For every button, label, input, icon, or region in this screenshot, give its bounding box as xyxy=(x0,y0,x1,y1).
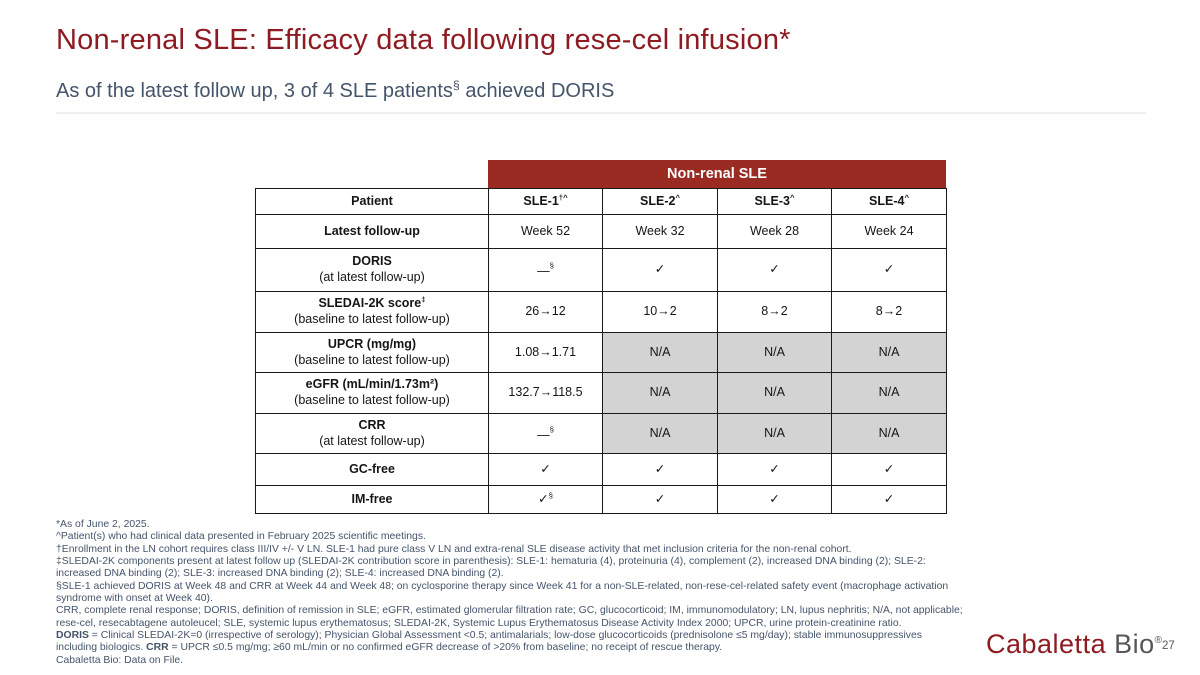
footnote-line: Cabaletta Bio: Data on File. xyxy=(56,654,184,666)
slide-subtitle: As of the latest follow up, 3 of 4 SLE p… xyxy=(56,78,615,102)
table-cell-na: N/A xyxy=(602,332,718,373)
row-label: UPCR (mg/mg) (baseline to latest follow-u… xyxy=(255,332,489,373)
patient-column-header-sle-2: SLE-2^ xyxy=(602,188,718,215)
logo-bio-text: Bio xyxy=(1106,629,1155,659)
row-label: CRR (at latest follow-up) xyxy=(255,413,489,454)
table-cell-text: Week 24 xyxy=(831,214,947,249)
table-cell-check: ✓ xyxy=(717,453,832,486)
table-cell-check: ✓ xyxy=(717,485,832,514)
footnote-line: ‡SLEDAI-2K components present at latest … xyxy=(56,556,926,580)
table-cell-check: ✓ xyxy=(717,248,832,292)
footnotes: *As of June 2, 2025. ^Patient(s) who had … xyxy=(56,519,964,667)
page-number: 27 xyxy=(1162,640,1175,652)
table-row: IM-free ✓§ ✓ ✓ ✓ xyxy=(255,485,947,514)
table-cell-text: 1.08→1.71 xyxy=(488,332,603,373)
table-cell-text: 8→2 xyxy=(831,291,947,333)
row-label: eGFR (mL/min/1.73m²) (baseline to latest … xyxy=(255,372,489,414)
footnote-line: CRR, complete renal response; DORIS, def… xyxy=(56,605,963,629)
row-label: GC-free xyxy=(255,453,489,486)
row-label: DORIS (at latest follow-up) xyxy=(255,248,489,292)
row-label: Latest follow-up xyxy=(255,214,489,249)
table-cell-na: N/A xyxy=(602,372,718,414)
table-band-non-renal-sle: Non-renal SLE xyxy=(488,160,946,188)
footnote-line: †Enrollment in the LN cohort requires cl… xyxy=(56,543,852,555)
table-row: Latest follow-up Week 52 Week 32 Week 28 Wee… xyxy=(255,214,947,249)
logo-cabaletta-text: Cabaletta xyxy=(986,629,1107,659)
patient-header-cell: Patient xyxy=(255,188,489,215)
table-cell-na: N/A xyxy=(602,413,718,454)
divider-line xyxy=(56,112,1146,114)
row-label: SLEDAI-2K score‡ (baseline to latest foll… xyxy=(255,291,489,333)
table-cell-na: N/A xyxy=(717,413,832,454)
table-cell-check: ✓ xyxy=(602,248,718,292)
patient-column-header-sle-3: SLE-3^ xyxy=(717,188,832,215)
table-cell-check: ✓ xyxy=(831,248,947,292)
table-header-row: Patient SLE-1†^ SLE-2^ SLE-3^ SLE-4^ xyxy=(255,188,947,215)
table-cell-check: ✓ xyxy=(602,485,718,514)
table-cell-check: ✓§ xyxy=(488,485,603,514)
table-row: DORIS (at latest follow-up) —§ ✓ ✓ ✓ xyxy=(255,248,947,292)
efficacy-table: Patient SLE-1†^ SLE-2^ SLE-3^ SLE-4^ Latest f… xyxy=(255,188,947,514)
table-row: eGFR (mL/min/1.73m²) (baseline to latest … xyxy=(255,372,947,414)
table-row: SLEDAI-2K score‡ (baseline to latest foll… xyxy=(255,291,947,333)
row-label: IM-free xyxy=(255,485,489,514)
slide-title: Non-renal SLE: Efficacy data following r… xyxy=(56,24,791,56)
registered-mark: ® xyxy=(1154,635,1163,646)
table-row: GC-free ✓ ✓ ✓ ✓ xyxy=(255,453,947,486)
table-cell-dash: —§ xyxy=(488,248,603,292)
table-row: CRR (at latest follow-up) —§ N/A N/A N/A xyxy=(255,413,947,454)
patient-column-header-sle-4: SLE-4^ xyxy=(831,188,947,215)
table-cell-text: Week 28 xyxy=(717,214,832,249)
footnote-line: ^Patient(s) who had clinical data presen… xyxy=(56,531,426,543)
table-cell-text: 8→2 xyxy=(717,291,832,333)
table-cell-text: 26→12 xyxy=(488,291,603,333)
footnote-line: DORIS = Clinical SLEDAI-2K=0 (irrespecti… xyxy=(56,630,922,654)
table-cell-dash: —§ xyxy=(488,413,603,454)
table-cell-check: ✓ xyxy=(488,453,603,486)
table-cell-text: Week 52 xyxy=(488,214,603,249)
table-cell-check: ✓ xyxy=(602,453,718,486)
table-cell-na: N/A xyxy=(717,332,832,373)
table-cell-na: N/A xyxy=(831,372,947,414)
patient-column-header-sle-1: SLE-1†^ xyxy=(488,188,603,215)
table-cell-na: N/A xyxy=(831,332,947,373)
cabaletta-bio-logo: Cabaletta Bio® xyxy=(986,629,1163,660)
table-cell-na: N/A xyxy=(717,372,832,414)
footnote-line: §SLE-1 achieved DORIS at Week 48 and CRR… xyxy=(56,580,949,605)
footnote-line: *As of June 2, 2025. xyxy=(56,519,150,530)
table-cell-na: N/A xyxy=(831,413,947,454)
table-cell-text: Week 32 xyxy=(602,214,718,249)
table-cell-text: 10→2 xyxy=(602,291,718,333)
table-row: UPCR (mg/mg) (baseline to latest follow-u… xyxy=(255,332,947,373)
table-cell-text: 132.7→118.5 xyxy=(488,372,603,414)
table-cell-check: ✓ xyxy=(831,453,947,486)
table-cell-check: ✓ xyxy=(831,485,947,514)
